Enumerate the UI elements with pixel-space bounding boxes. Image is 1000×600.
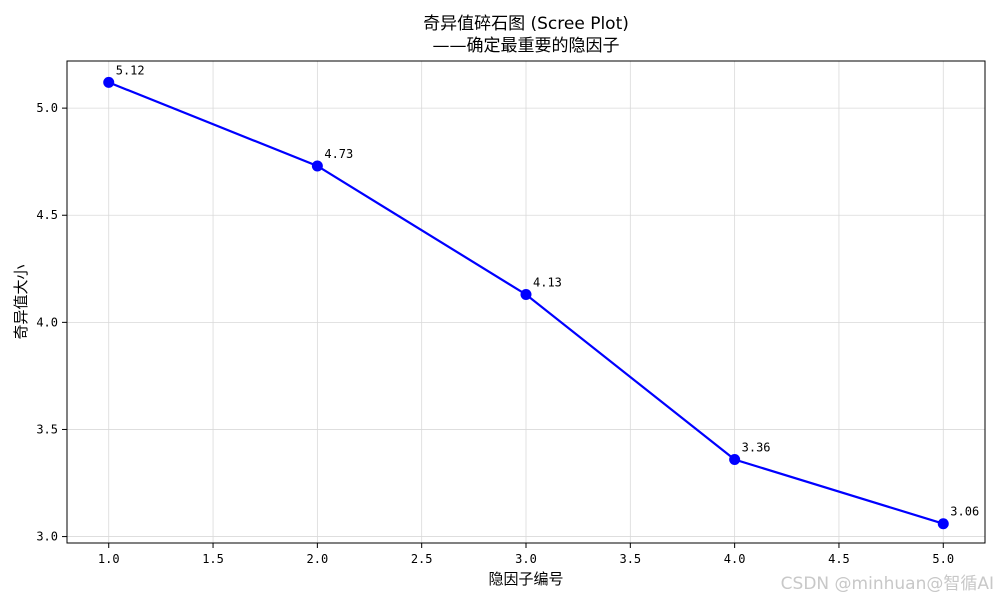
data-label: 3.06 [950,505,979,519]
y-tick-label: 3.5 [36,422,58,436]
plot-frame [66,60,986,544]
x-tick-label: 1.0 [98,552,120,566]
x-tick-label: 1.5 [202,552,224,566]
x-axis-label: 隐因子编号 [488,570,563,588]
data-point [311,160,323,172]
series: 5.12 4.73 4.13 3.36 3.06 [103,63,979,530]
data-point [937,518,949,530]
grid [67,61,985,543]
y-tick-label: 5.0 [36,101,58,115]
watermark: CSDN @minhuan@智循AI [780,574,994,594]
x-tick-label: 2.0 [307,552,329,566]
data-label: 3.36 [742,440,771,454]
y-tick-label: 4.0 [36,315,58,329]
data-label: 4.13 [533,276,562,290]
data-label: 4.73 [324,147,353,161]
x-tick-label: 4.5 [828,552,850,566]
data-point [103,76,115,88]
chart-title: 奇异值碎石图 (Scree Plot) [423,14,629,34]
x-tick-label: 3.5 [619,552,641,566]
y-tick-label: 3.0 [36,530,58,544]
chart-subtitle: ——确定最重要的隐因子 [433,36,620,56]
axis-ticks: 1.0 1.5 2.0 2.5 3.0 3.5 4.0 4.5 5.0 3.0 3.5 4.0 4.5 5… [36,101,954,566]
y-tick-label: 4.5 [36,208,58,222]
x-tick-label: 5.0 [932,552,954,566]
data-label: 5.12 [116,63,145,77]
x-tick-label: 4.0 [724,552,746,566]
data-point [520,289,532,301]
y-axis-label: 奇异值大小 [12,264,30,339]
data-point [729,453,741,465]
x-tick-label: 3.0 [515,552,537,566]
x-tick-label: 2.5 [411,552,433,566]
